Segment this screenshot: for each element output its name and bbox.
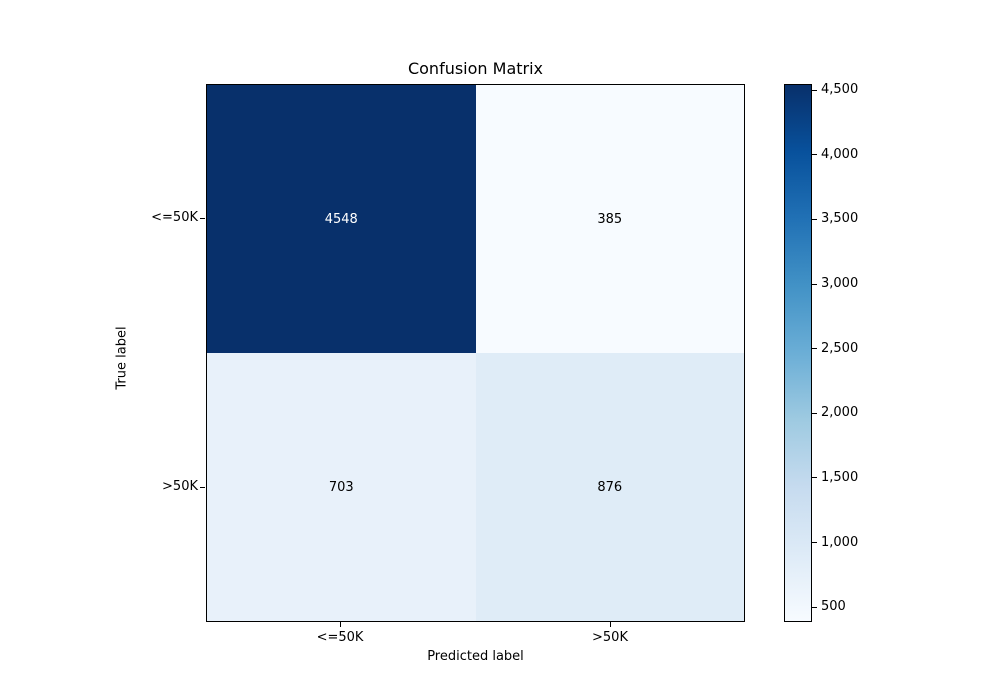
colorbar-tick-label: 1,500: [821, 469, 859, 485]
x-tick-mark: [340, 622, 341, 627]
colorbar-tick-label: 1,000: [821, 534, 859, 550]
x-tick-label: <=50K: [316, 630, 364, 645]
x-tick-label: >50K: [592, 630, 628, 645]
heatmap-plot-area: 4548 385 703 876: [206, 84, 745, 622]
colorbar-tick-label: 3,500: [821, 211, 859, 227]
matrix-cell-false-pos: 385: [475, 85, 744, 353]
y-axis-label: True label: [114, 326, 130, 390]
x-axis-label: Predicted label: [427, 649, 524, 664]
colorbar-tick-label: 2,000: [821, 405, 859, 421]
colorbar-tick-label: 2,500: [821, 340, 859, 356]
colorbar: [784, 84, 812, 622]
colorbar-tick-mark: [812, 154, 817, 156]
matrix-cell-false-neg: 703: [207, 353, 476, 621]
colorbar-tick-mark: [812, 412, 817, 414]
colorbar-tick-label: 3,000: [821, 276, 859, 292]
colorbar-tick-label: 500: [821, 599, 846, 615]
matrix-cell-true-neg: 4548: [207, 85, 476, 353]
colorbar-tick-mark: [812, 89, 817, 91]
colorbar-tick-mark: [812, 477, 817, 479]
colorbar-tick-mark: [812, 218, 817, 220]
colorbar-tick-mark: [812, 606, 817, 608]
y-tick-mark: [200, 487, 205, 488]
colorbar-ticks: 4,500 4,000 3,500 3,000 2,500 2,000 1,500 1,000…: [812, 82, 892, 622]
colorbar-tick-label: 4,500: [821, 82, 859, 98]
colorbar-tick-mark: [812, 283, 817, 285]
y-tick-mark: [200, 218, 205, 219]
y-tick-label: <=50K: [151, 210, 198, 225]
y-tick-label: >50K: [162, 479, 198, 494]
matrix-cell-true-pos: 876: [475, 353, 744, 621]
colorbar-tick-mark: [812, 542, 817, 544]
colorbar-gradient: [785, 85, 811, 621]
colorbar-tick-label: 4,000: [821, 146, 859, 162]
chart-title: Confusion Matrix: [407, 59, 544, 78]
colorbar-tick-mark: [812, 348, 817, 350]
x-tick-mark: [610, 622, 611, 627]
